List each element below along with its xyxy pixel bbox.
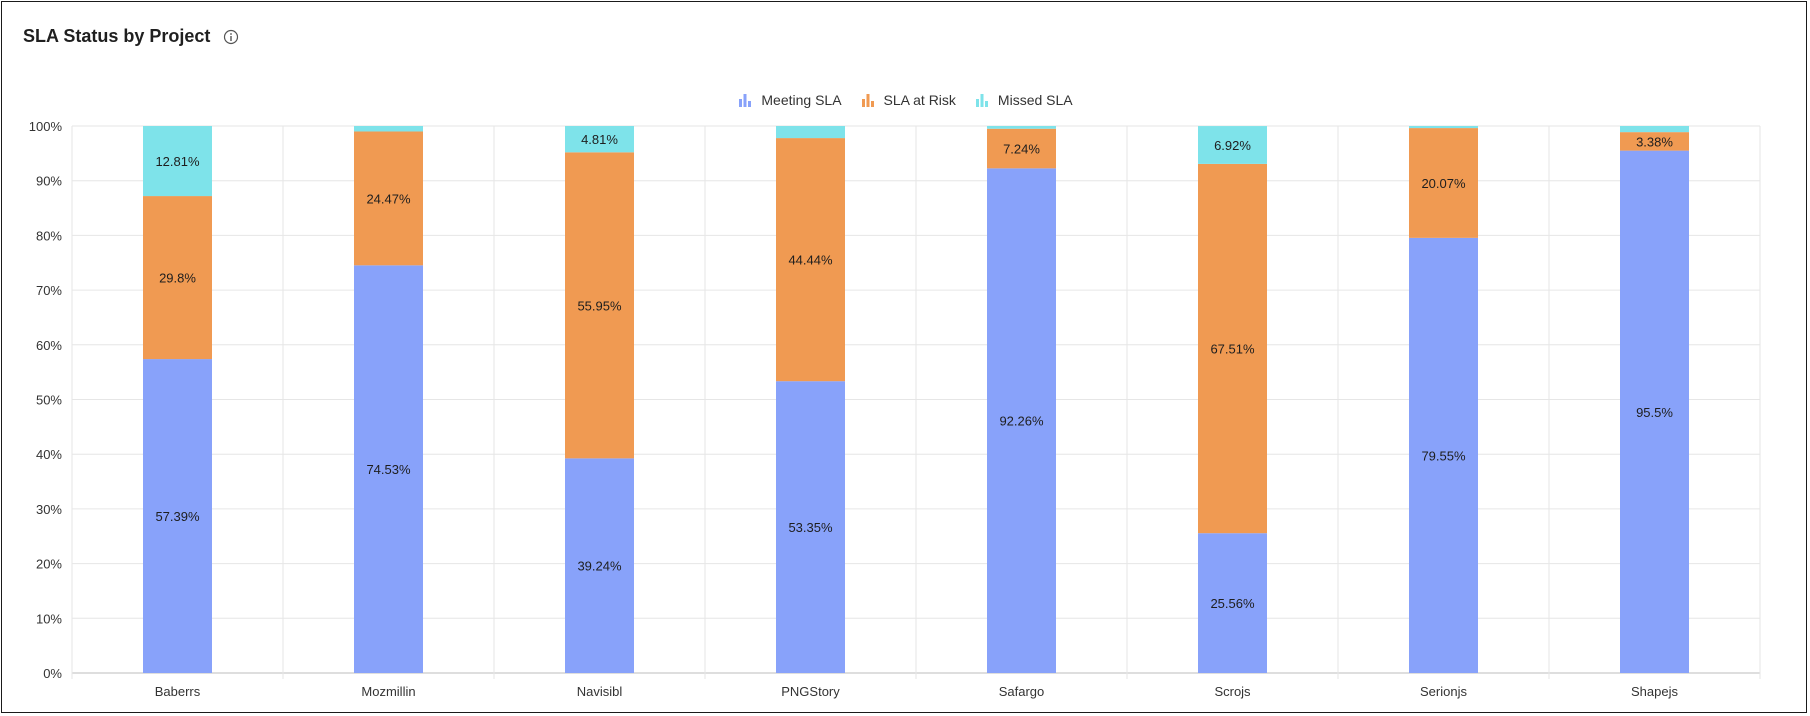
x-tick-label: PNGStory <box>781 684 840 699</box>
y-tick-label: 100% <box>29 119 63 134</box>
data-label: 92.26% <box>999 414 1044 429</box>
bar-segment <box>354 131 423 266</box>
bar-segment <box>1198 163 1267 534</box>
info-icon[interactable] <box>223 29 239 45</box>
bar-chart-icon <box>975 94 988 107</box>
y-tick-label: 50% <box>36 393 62 408</box>
bar-segment <box>1620 126 1689 133</box>
data-label: 20.07% <box>1421 176 1466 191</box>
bar-segment <box>143 196 212 360</box>
bar-segment <box>1409 126 1478 129</box>
data-label: 67.51% <box>1210 342 1255 357</box>
bar-segment <box>354 265 423 673</box>
bar-segment <box>1198 533 1267 673</box>
y-tick-label: 20% <box>36 557 62 572</box>
bar-segment <box>1409 237 1478 673</box>
legend-label: SLA at Risk <box>883 92 956 108</box>
data-label: 12.81% <box>155 154 200 169</box>
data-label: 53.35% <box>788 520 833 535</box>
bar-segment <box>565 152 634 459</box>
y-tick-label: 0% <box>43 666 62 681</box>
y-tick-label: 70% <box>36 283 62 298</box>
bar-chart-icon <box>861 94 874 107</box>
legend-swatch-bar <box>975 99 979 107</box>
bar-segment <box>1409 128 1478 238</box>
data-label: 44.44% <box>788 253 833 268</box>
data-label: 55.95% <box>577 298 622 313</box>
legend-item-sla-at-risk[interactable]: SLA at Risk <box>860 92 956 108</box>
bar-segment <box>987 126 1056 129</box>
legend-swatch-bar <box>870 101 874 107</box>
data-label: 7.24% <box>1003 142 1040 157</box>
data-label: 29.8% <box>159 271 196 286</box>
legend-item-meeting-sla[interactable]: Meeting SLA <box>737 92 842 108</box>
chart-legend: Meeting SLA SLA at Risk Missed SLA <box>0 92 1810 108</box>
x-tick-label: Safargo <box>999 684 1045 699</box>
bar-segment <box>987 168 1056 673</box>
bar-segment <box>776 126 845 139</box>
data-label: 6.92% <box>1214 138 1251 153</box>
data-label: 25.56% <box>1210 596 1255 611</box>
bar-segment <box>1620 132 1689 151</box>
legend-label: Meeting SLA <box>761 92 842 108</box>
bar-segment <box>1198 126 1267 164</box>
data-label: 95.5% <box>1636 405 1673 420</box>
legend-swatch-bar <box>984 101 988 107</box>
data-label: 74.53% <box>366 462 411 477</box>
bar-segment <box>565 458 634 673</box>
bar-segment <box>1620 150 1689 674</box>
panel-header: SLA Status by Project <box>23 26 239 47</box>
legend-swatch-bar <box>739 99 743 107</box>
data-label: 3.38% <box>1636 134 1673 149</box>
y-tick-label: 80% <box>36 228 62 243</box>
bar-segment <box>143 359 212 673</box>
legend-swatch-bar <box>866 94 870 107</box>
data-label: 24.47% <box>366 191 411 206</box>
y-tick-label: 60% <box>36 338 62 353</box>
data-label: 79.55% <box>1421 448 1466 463</box>
chart-title: SLA Status by Project <box>23 26 211 46</box>
x-tick-label: Mozmillin <box>361 684 415 699</box>
bar-segment <box>776 138 845 382</box>
bar-segment <box>354 126 423 132</box>
bar-segment <box>776 381 845 673</box>
legend-swatch-bar <box>743 94 747 107</box>
x-tick-label: Navisibl <box>577 684 623 699</box>
x-tick-label: Shapejs <box>1631 684 1678 699</box>
legend-item-missed-sla[interactable]: Missed SLA <box>974 92 1073 108</box>
bar-segment <box>987 128 1056 169</box>
data-label: 57.39% <box>155 509 200 524</box>
bar-segment <box>565 126 634 153</box>
x-tick-label: Baberrs <box>155 684 201 699</box>
y-tick-label: 10% <box>36 611 62 626</box>
legend-swatch-bar <box>980 94 984 107</box>
data-label: 4.81% <box>581 132 618 147</box>
bar-segment <box>143 126 212 197</box>
legend-swatch-bar <box>748 101 752 107</box>
y-tick-label: 90% <box>36 174 62 189</box>
legend-label: Missed SLA <box>997 92 1073 108</box>
bar-chart-icon <box>739 94 752 107</box>
x-tick-label: Serionjs <box>1420 684 1467 699</box>
y-tick-label: 40% <box>36 447 62 462</box>
x-tick-label: Scrojs <box>1214 684 1251 699</box>
legend-swatch-bar <box>861 99 865 107</box>
y-tick-label: 30% <box>36 502 62 517</box>
data-label: 39.24% <box>577 559 622 574</box>
